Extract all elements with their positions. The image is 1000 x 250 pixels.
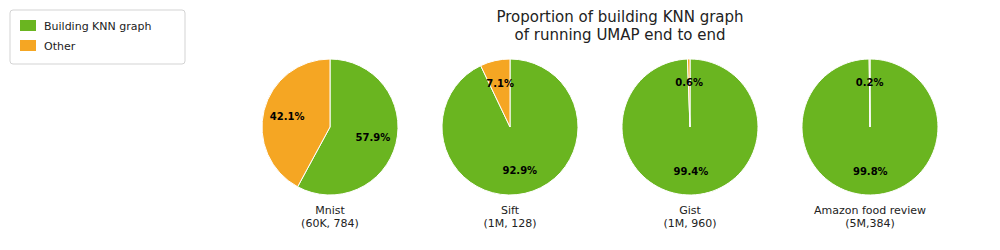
legend-item: Building KNN graph (20, 20, 152, 33)
data-label: 99.8% (853, 166, 888, 177)
pie: 92.9% 7.1% (442, 59, 578, 195)
title: Proportion of building KNN graphof runni… (496, 8, 743, 44)
data-label: 92.9% (502, 165, 537, 176)
text-line: Sift (501, 204, 520, 217)
data-label: 7.1% (486, 78, 514, 89)
legend-swatch (20, 20, 36, 31)
pie: 99.8% 0.2% (802, 59, 938, 195)
text-line: (1M, 960) (663, 217, 716, 230)
legend: Building KNN graph Other (10, 10, 185, 64)
text-line: Proportion of building KNN graph (496, 8, 743, 26)
pie-label: Sift(1M, 128) (483, 204, 536, 230)
text-line: Mnist (315, 204, 345, 217)
text-line: (5M,384) (845, 217, 895, 230)
text-line: Gist (679, 204, 701, 217)
slice (622, 59, 758, 195)
data-label: 99.4% (673, 166, 708, 177)
legend-swatch (20, 40, 36, 51)
slice (869, 59, 871, 127)
legend-label: Other (44, 40, 76, 53)
pie-label: Gist(1M, 960) (663, 204, 716, 230)
data-label: 0.2% (856, 77, 884, 88)
pie-label: Amazon food review(5M,384) (814, 204, 926, 230)
data-label: 57.9% (355, 132, 390, 143)
pie-label: Mnist(60K, 784) (301, 204, 359, 230)
legend-item: Other (20, 40, 76, 53)
pie: 99.4% 0.6% (622, 59, 758, 195)
legend-frame (10, 10, 185, 64)
slice (802, 59, 938, 195)
slice (687, 59, 690, 127)
text-line: (1M, 128) (483, 217, 536, 230)
data-label: 42.1% (270, 111, 305, 122)
text-line: Amazon food review (814, 204, 926, 217)
slice (442, 59, 578, 195)
data-label: 0.6% (675, 77, 703, 88)
pie: 57.9% 42.1% (262, 59, 398, 195)
text-line: (60K, 784) (301, 217, 359, 230)
slice (262, 59, 330, 187)
text-line: of running UMAP end to end (515, 26, 726, 44)
legend-label: Building KNN graph (44, 20, 152, 33)
chart: Proportion of building KNN graphof runni… (0, 0, 1000, 250)
slice (481, 59, 510, 127)
